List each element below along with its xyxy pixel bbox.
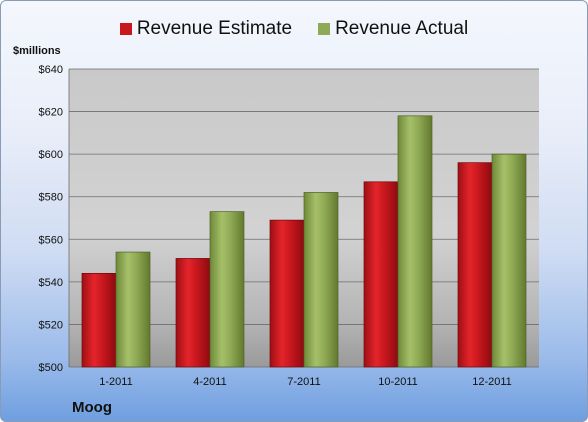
x-tick-label: 7-2011 (287, 376, 320, 388)
legend-label-actual: Revenue Actual (335, 18, 469, 39)
bar-revenue-actual (491, 153, 527, 368)
y-tick-label: $600 (39, 149, 63, 161)
y-tick-label: $540 (39, 277, 63, 289)
bar-revenue-estimate (457, 162, 493, 368)
legend-item-estimate: Revenue Estimate (119, 18, 293, 40)
x-tick-label: 10-2011 (378, 376, 418, 388)
legend-swatch-estimate (119, 23, 132, 35)
bar-revenue-estimate (175, 258, 211, 368)
bar-revenue-estimate (81, 272, 117, 368)
y-tick-label: $580 (39, 192, 63, 204)
legend-label-estimate: Revenue Estimate (136, 18, 293, 39)
legend: Revenue Estimate Revenue Actual (1, 18, 587, 40)
legend-swatch-actual (318, 23, 331, 35)
legend-item-actual: Revenue Actual (318, 18, 468, 40)
y-tick-label: $520 (39, 319, 63, 331)
company-name: Moog (72, 399, 112, 416)
bar-revenue-actual (397, 115, 433, 368)
y-unit-label: $millions (13, 45, 61, 57)
y-tick-label: $500 (39, 362, 63, 374)
x-tick-label: 1-2011 (99, 376, 132, 388)
y-tick-label: $620 (39, 107, 63, 119)
bar-revenue-estimate (363, 181, 399, 368)
y-tick-label: $560 (39, 234, 63, 246)
bar-revenue-actual (209, 211, 245, 368)
bar-revenue-actual (303, 192, 339, 368)
y-tick-label: $640 (39, 64, 63, 76)
x-tick-label: 4-2011 (193, 376, 226, 388)
x-tick-label: 12-2011 (472, 376, 512, 388)
bar-revenue-estimate (269, 219, 305, 368)
bar-revenue-actual (115, 251, 151, 368)
